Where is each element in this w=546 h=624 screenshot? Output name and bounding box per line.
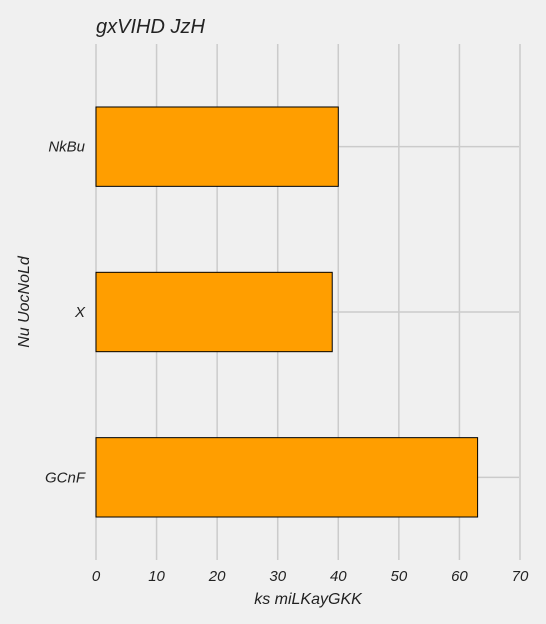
y-tick-label: GCnF [45, 469, 86, 486]
x-tick-label: 20 [208, 568, 226, 585]
x-tick-label: 70 [512, 568, 529, 585]
y-tick-labels: NkBu X GCnF [45, 139, 86, 487]
x-tick-label: 60 [451, 568, 468, 585]
x-tick-label: 0 [92, 568, 101, 585]
x-tick-label: 10 [148, 568, 165, 585]
bar-x [95, 271, 333, 353]
bar-gcnf [95, 437, 479, 518]
bar-nkbu [95, 106, 339, 187]
x-tick-label: 50 [391, 568, 408, 585]
x-tick-label: 30 [269, 568, 286, 585]
y-axis-label: Nu UocNoLd [16, 255, 33, 348]
x-tick-labels: 0 10 20 30 40 50 60 70 [92, 568, 529, 585]
y-tick-label: NkBu [48, 139, 85, 156]
x-tick-label: 40 [330, 568, 347, 585]
bars [95, 106, 479, 518]
y-tick-label: X [74, 304, 86, 321]
x-axis-label: ks miLKayGKK [254, 591, 363, 608]
chart-title: gxVIHD JzH [96, 16, 205, 38]
